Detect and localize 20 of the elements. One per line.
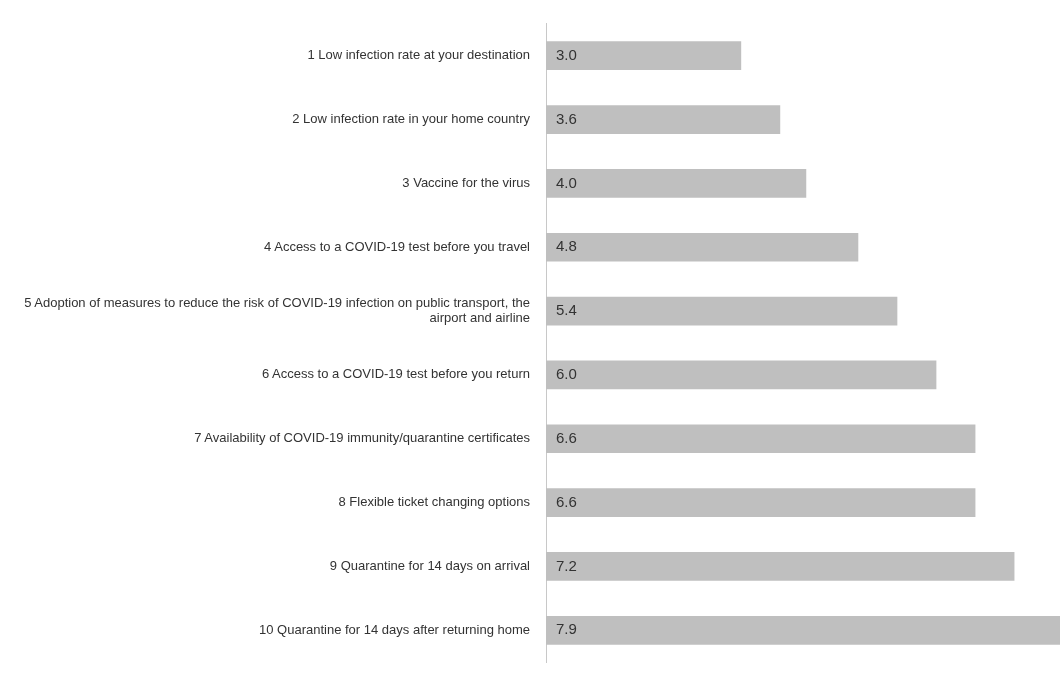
data-label: 5.4 — [556, 301, 577, 319]
y-tick-label: 9 Quarantine for 14 days on arrival — [329, 558, 531, 574]
y-tick-label: 5 Adoption of measures to reduce the risk of COVID-19 infection on public transport, the airport and airline — [24, 294, 530, 326]
y-tick-label: 6 Access to a COVID-19 test before you return — [261, 366, 530, 382]
data-label: 7.2 — [556, 556, 577, 574]
y-tick-label: 10 Quarantine for 14 days after returning home — [259, 621, 530, 637]
data-label: 6.6 — [556, 492, 577, 510]
data-label: 4.0 — [556, 173, 577, 191]
data-label: 4.8 — [556, 237, 577, 255]
y-tick-label: 7 Availability of COVID-19 immunity/quarantine certificates — [194, 430, 531, 446]
y-tick-label: 3 Vaccine for the virus — [402, 174, 531, 190]
y-tick-label: 2 Low infection rate in your home country — [292, 111, 531, 127]
y-tick-label: 1 Low infection rate at your destination — [307, 47, 530, 63]
data-label: 3.6 — [556, 109, 577, 127]
y-tick-label: 4 Access to a COVID-19 test before you travel — [264, 238, 531, 254]
data-label: 6.6 — [556, 428, 577, 446]
data-label: 7.9 — [556, 620, 577, 638]
y-tick-label: 8 Flexible ticket changing options — [338, 494, 531, 510]
data-label: 3.0 — [556, 45, 577, 63]
data-label: 6.0 — [556, 365, 577, 383]
